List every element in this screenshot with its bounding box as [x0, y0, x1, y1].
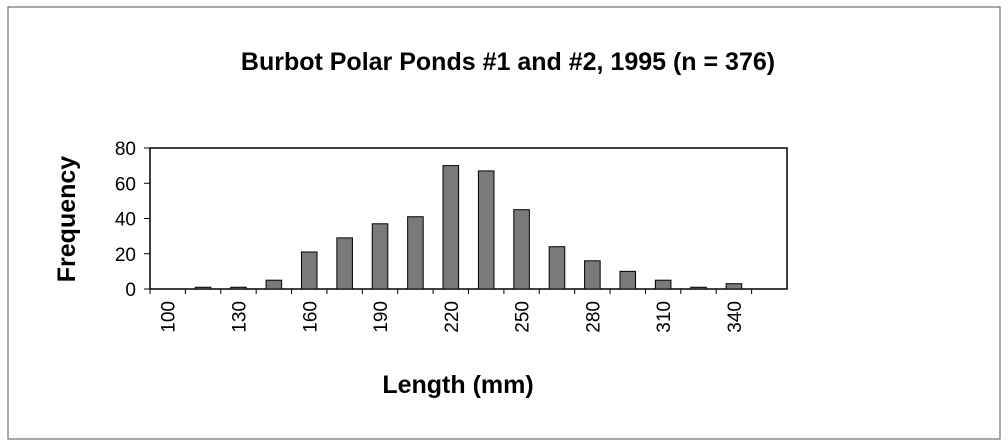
bar [548, 246, 566, 290]
y-tick-label: 80 [115, 139, 136, 160]
bar [584, 260, 601, 290]
bar [300, 251, 318, 290]
bar [230, 286, 247, 290]
x-tick-label: 190 [371, 301, 392, 333]
x-tick-label: 160 [300, 301, 321, 333]
bar [265, 279, 283, 290]
y-axis-label: Frequency [53, 156, 81, 283]
bar [194, 286, 212, 290]
bar [442, 165, 460, 290]
bar [371, 223, 389, 290]
x-tick-label: 310 [654, 301, 675, 333]
y-tick-label: 60 [115, 174, 136, 195]
chart-title: Burbot Polar Ponds #1 and #2, 1995 (n = … [241, 48, 775, 76]
bar [619, 270, 637, 290]
x-tick-label: 250 [513, 301, 534, 333]
bar [654, 279, 672, 290]
x-tick-label: 280 [583, 301, 604, 333]
bar [336, 237, 353, 290]
y-tick-label: 20 [115, 245, 136, 266]
x-tick-label: 220 [442, 301, 463, 333]
bar [513, 209, 530, 290]
bar [477, 170, 495, 290]
chart-frame [7, 6, 1001, 440]
y-tick-label: 0 [125, 280, 136, 301]
x-tick-label: 100 [159, 301, 180, 333]
x-tick-label: 340 [725, 301, 746, 333]
bar [690, 286, 707, 290]
x-tick-label: 130 [229, 301, 250, 333]
y-tick-label: 40 [115, 210, 136, 231]
x-axis-label: Length (mm) [382, 371, 533, 399]
bar [725, 283, 743, 290]
bar [407, 216, 424, 290]
